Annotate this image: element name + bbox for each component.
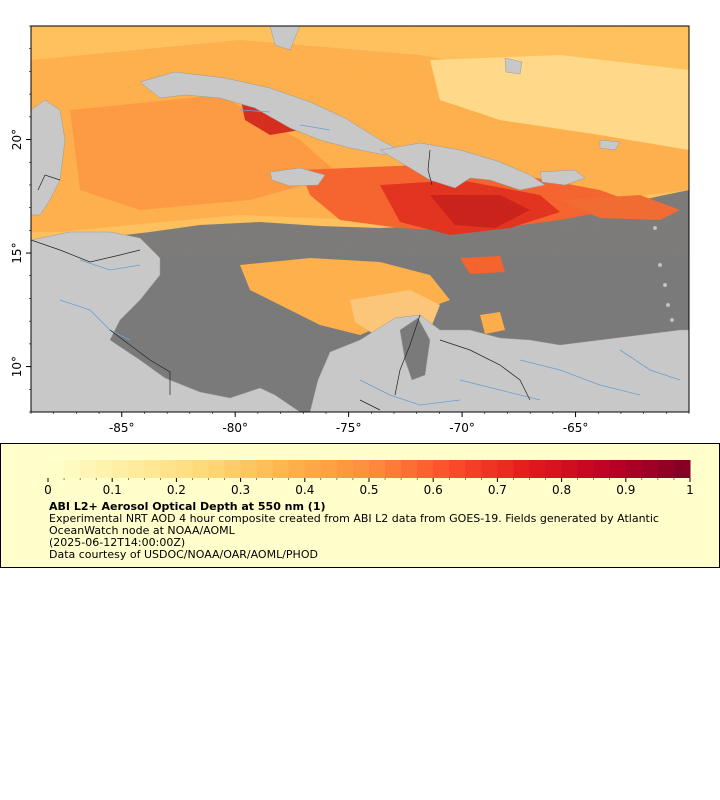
colorbar-cell bbox=[256, 460, 274, 478]
lat-tick-label: 15° bbox=[10, 242, 24, 263]
colorbar-cell bbox=[385, 460, 402, 478]
colorbar-cell bbox=[513, 460, 530, 478]
lon-tick-label: -80° bbox=[222, 421, 248, 435]
colorbar-cell bbox=[593, 460, 611, 478]
lon-tick-label: -85° bbox=[109, 421, 135, 435]
legend-description-line2: OceanWatch node at NOAA/AOML bbox=[49, 524, 235, 537]
legend-panel: 0 0.1 0.2 0.3 0.4 0.5 0.6 0.7 0.8 0.9 1 ABI L2+ Ae… bbox=[0, 443, 720, 568]
colorbar-tick-label: 0.5 bbox=[359, 483, 378, 497]
colorbar-cell bbox=[401, 460, 418, 478]
colorbar-ticks: 0 0.1 0.2 0.3 0.4 0.5 0.6 0.7 0.8 0.9 1 bbox=[44, 478, 694, 497]
colorbar-cell bbox=[641, 460, 659, 478]
colorbar-cell bbox=[673, 460, 691, 478]
colorbar-cell bbox=[625, 460, 643, 478]
colorbar-tick-label: 0.8 bbox=[552, 483, 571, 497]
colorbar-cell bbox=[176, 460, 193, 478]
legend-credit: Data courtesy of USDOC/NOAA/OAR/AOML/PHO… bbox=[49, 548, 318, 561]
colorbar-cell bbox=[497, 460, 514, 478]
colorbar-tick-label: 0.6 bbox=[424, 483, 443, 497]
colorbar-cell bbox=[144, 460, 161, 478]
lon-tick-label: -70° bbox=[449, 421, 475, 435]
borders bbox=[31, 149, 531, 411]
longitude-axis: -85° -80° -75° -70° -65° bbox=[30, 412, 690, 435]
colorbar-cell bbox=[529, 460, 547, 478]
colorbar-cell bbox=[609, 460, 627, 478]
colorbar-cell bbox=[112, 460, 129, 478]
colorbar-cell bbox=[577, 460, 595, 478]
colorbar-cell bbox=[433, 460, 450, 478]
colorbar-tick-label: 0.9 bbox=[616, 483, 635, 497]
rivers bbox=[59, 109, 681, 406]
colorbar-cell bbox=[465, 460, 482, 478]
land bbox=[31, 26, 689, 412]
colorbar: 0 0.1 0.2 0.3 0.4 0.5 0.6 0.7 0.8 0.9 1 bbox=[44, 460, 694, 497]
colorbar-tick-label: 0.1 bbox=[103, 483, 122, 497]
colorbar-cell bbox=[561, 460, 579, 478]
colorbar-cell bbox=[208, 460, 226, 478]
lon-tick-label: -65° bbox=[563, 421, 589, 435]
colorbar-cell bbox=[545, 460, 563, 478]
legend-timestamp: (2025-06-12T14:00:00Z) bbox=[49, 536, 186, 549]
colorbar-cell bbox=[80, 460, 97, 478]
colorbar-cell bbox=[128, 460, 145, 478]
lat-tick-label: 10° bbox=[10, 356, 24, 377]
colorbar-cell bbox=[304, 460, 322, 478]
legend-title: ABI L2+ Aerosol Optical Depth at 550 nm … bbox=[49, 500, 326, 513]
colorbar-cell bbox=[272, 460, 290, 478]
lat-tick-label: 20° bbox=[10, 129, 24, 150]
legend-description-line1: Experimental NRT AOD 4 hour composite cr… bbox=[49, 512, 659, 525]
colorbar-cell bbox=[96, 460, 113, 478]
colorbar-tick-label: 0.4 bbox=[295, 483, 314, 497]
colorbar-cell bbox=[417, 460, 434, 478]
colorbar-cells bbox=[48, 460, 691, 478]
colorbar-cell bbox=[192, 460, 209, 478]
colorbar-cell bbox=[657, 460, 675, 478]
colorbar-tick-label: 0.3 bbox=[231, 483, 250, 497]
colorbar-cell bbox=[288, 460, 306, 478]
colorbar-cell bbox=[369, 460, 386, 478]
colorbar-cell bbox=[352, 460, 370, 478]
colorbar-cell bbox=[320, 460, 338, 478]
colorbar-cell bbox=[481, 460, 498, 478]
map-frame bbox=[30, 25, 690, 413]
latitude-axis: 20° 15° 10° bbox=[10, 25, 31, 413]
colorbar-cell bbox=[64, 460, 81, 478]
colorbar-tick-label: 1 bbox=[686, 483, 694, 497]
lon-tick-label: -75° bbox=[336, 421, 362, 435]
colorbar-tick-label: 0.2 bbox=[167, 483, 186, 497]
colorbar-cell bbox=[160, 460, 177, 478]
aod-map: -85° -80° -75° -70° -65° 20° 15° 10° bbox=[10, 25, 690, 435]
colorbar-cell bbox=[48, 460, 65, 478]
colorbar-cell bbox=[240, 460, 258, 478]
colorbar-cell bbox=[224, 460, 242, 478]
colorbar-tick-label: 0 bbox=[44, 483, 52, 497]
colorbar-cell bbox=[336, 460, 354, 478]
colorbar-tick-label: 0.7 bbox=[488, 483, 507, 497]
colorbar-cell bbox=[449, 460, 466, 478]
